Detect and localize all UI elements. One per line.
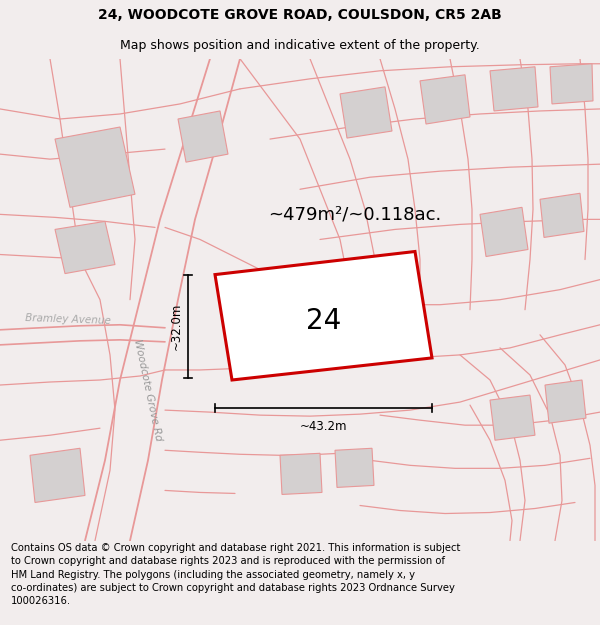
Polygon shape — [30, 448, 85, 503]
Polygon shape — [490, 395, 535, 440]
Polygon shape — [55, 221, 115, 274]
Polygon shape — [545, 380, 586, 423]
Text: ~32.0m: ~32.0m — [170, 302, 182, 350]
Text: Contains OS data © Crown copyright and database right 2021. This information is : Contains OS data © Crown copyright and d… — [11, 543, 460, 606]
Polygon shape — [420, 75, 470, 124]
Polygon shape — [340, 87, 392, 138]
Polygon shape — [178, 111, 228, 162]
Polygon shape — [55, 127, 135, 208]
Polygon shape — [490, 67, 538, 111]
Text: Map shows position and indicative extent of the property.: Map shows position and indicative extent… — [120, 39, 480, 52]
Text: 24: 24 — [306, 307, 341, 335]
Polygon shape — [540, 193, 584, 238]
Text: ~479m²/~0.118ac.: ~479m²/~0.118ac. — [268, 206, 442, 223]
Polygon shape — [280, 453, 322, 494]
Text: Bramley Avenue: Bramley Avenue — [25, 313, 111, 326]
Polygon shape — [480, 208, 528, 256]
Text: ~43.2m: ~43.2m — [300, 419, 347, 432]
Text: Woodcote Grove Rd: Woodcote Grove Rd — [133, 338, 164, 442]
Polygon shape — [335, 448, 374, 488]
Text: 24, WOODCOTE GROVE ROAD, COULSDON, CR5 2AB: 24, WOODCOTE GROVE ROAD, COULSDON, CR5 2… — [98, 8, 502, 22]
Polygon shape — [215, 251, 432, 380]
Polygon shape — [550, 64, 593, 104]
